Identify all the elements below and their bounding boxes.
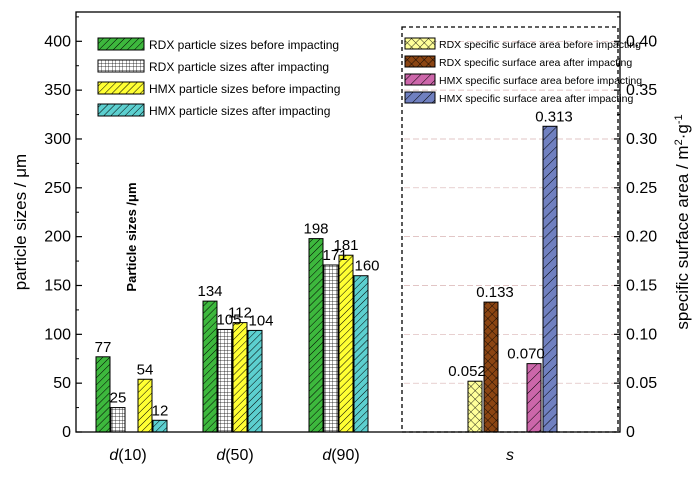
right-tick-label: 0.30 <box>626 131 657 148</box>
left-tick-label: 100 <box>44 326 71 343</box>
bar <box>353 275 369 433</box>
bar <box>247 329 263 433</box>
left-tick-label: 400 <box>44 33 71 50</box>
bar <box>483 301 499 433</box>
right-axis-title-main: specific surface area / m <box>673 145 692 329</box>
right-axis-title-mid: ·g <box>673 124 692 139</box>
bar <box>323 264 339 433</box>
legend-label: RDX particle sizes before impacting <box>149 38 339 52</box>
right-axis-title: specific surface area / m2·g-1 <box>673 114 692 329</box>
left-axis-ticks: 0 50 100 150 200 250 300 350 400 <box>44 16 82 441</box>
legend-swatch <box>97 81 145 95</box>
left-tick-label: 150 <box>44 277 71 294</box>
plot-frame <box>75 11 621 433</box>
right-tick-label: 0.40 <box>626 33 657 50</box>
right-tick-label: 0 <box>626 424 635 441</box>
bars <box>95 125 558 433</box>
left-tick-label: 200 <box>44 229 71 246</box>
data-label: 12 <box>152 402 169 419</box>
legend-label: HMX specific surface area after impactin… <box>439 93 633 105</box>
bar <box>232 322 248 433</box>
legend-label: HMX particle sizes after impacting <box>149 104 330 118</box>
legend-swatch <box>97 103 145 117</box>
legend-label: RDX specific surface area after impactin… <box>439 57 632 69</box>
right-axis-ticks: 0 0.05 0.10 0.15 0.20 0.25 0.30 0.35 0.40 <box>614 16 657 441</box>
legend-swatch <box>404 55 436 68</box>
left-panel-annotation: Particle sizes /μm <box>124 182 139 291</box>
legend-swatch <box>97 59 145 73</box>
legend-swatch <box>404 73 436 86</box>
data-label: 160 <box>354 258 379 275</box>
right-axis-title-sup2: -1 <box>673 114 685 124</box>
ssa-data-label: 0.313 <box>535 108 573 125</box>
ssa-panel-box <box>401 26 619 433</box>
legend-right: RDX specific surface area before impacti… <box>404 37 642 105</box>
data-labels: 77 134 198 25 105 171 54 112 181 12 104 160 0.052 0.1… <box>95 108 573 419</box>
right-tick-label: 0.35 <box>626 82 657 99</box>
data-label: 112 <box>228 305 252 322</box>
bar <box>542 125 558 433</box>
data-label: 104 <box>248 312 273 329</box>
bar <box>338 254 354 433</box>
legend-label: HMX specific surface area before impacti… <box>439 75 642 87</box>
bar <box>95 356 111 433</box>
bar <box>110 407 126 433</box>
left-tick-label: 350 <box>44 82 71 99</box>
ssa-data-label: 0.052 <box>448 363 486 380</box>
bar <box>137 378 153 433</box>
bar <box>467 380 483 433</box>
left-axis-title: particle sizes / μm <box>11 154 30 290</box>
right-tick-label: 0.05 <box>626 375 657 392</box>
category-label: d(90) <box>322 447 359 464</box>
data-label: 171 <box>322 247 347 264</box>
right-tick-label: 0.15 <box>626 277 657 294</box>
legend-label: RDX particle sizes after impacting <box>149 60 329 74</box>
bar <box>202 300 218 433</box>
bar <box>217 328 233 433</box>
data-label: 181 <box>333 237 358 254</box>
left-tick-label: 300 <box>44 131 71 148</box>
data-label: 134 <box>197 283 222 300</box>
bar <box>152 419 168 433</box>
left-tick-label: 0 <box>62 424 71 441</box>
legend-left: RDX particle sizes before impacting RDX p… <box>97 37 340 118</box>
bar <box>308 238 324 433</box>
ssa-data-label: 0.070 <box>507 346 545 363</box>
legend-label: HMX particle sizes before impacting <box>149 82 340 96</box>
category-label-ssa: s <box>506 447 514 464</box>
right-tick-label: 0.10 <box>626 326 657 343</box>
data-label: 54 <box>137 361 154 378</box>
legend-swatch <box>404 37 436 50</box>
category-label: d(10) <box>109 447 146 464</box>
right-tick-label: 0.25 <box>626 180 657 197</box>
data-label: 198 <box>303 221 328 238</box>
legend-swatch <box>97 37 145 51</box>
data-label: 77 <box>95 339 112 356</box>
ssa-data-label: 0.133 <box>476 284 514 301</box>
category-label: d(50) <box>216 447 253 464</box>
bar <box>526 363 542 433</box>
left-tick-label: 50 <box>53 375 71 392</box>
legend-label: RDX specific surface area before impacti… <box>439 39 641 51</box>
data-label: 25 <box>110 390 127 407</box>
legend-swatch <box>404 91 436 104</box>
data-label: 105 <box>216 311 241 328</box>
left-tick-label: 250 <box>44 180 71 197</box>
category-labels: d(10) d(50) d(90) s <box>109 447 514 464</box>
right-tick-label: 0.20 <box>626 229 657 246</box>
right-axis-title-sup1: 2 <box>673 139 685 145</box>
